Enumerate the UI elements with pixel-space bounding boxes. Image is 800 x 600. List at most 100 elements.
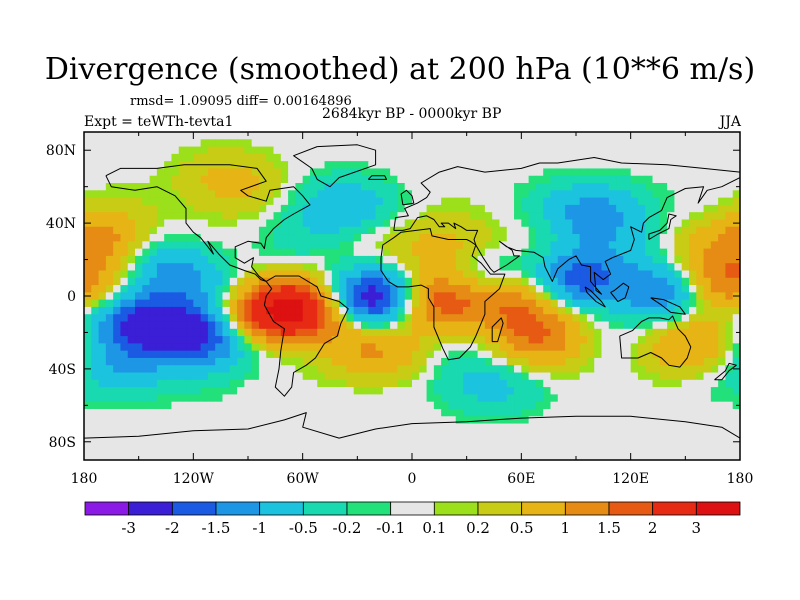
field-cell <box>637 328 646 337</box>
field-cell <box>696 277 705 286</box>
field-cell <box>535 379 544 388</box>
field-cell <box>142 226 151 235</box>
field-cell <box>215 394 224 403</box>
field-cell <box>105 248 114 257</box>
field-cell <box>309 438 318 447</box>
field-cell <box>550 401 559 410</box>
field-cell <box>688 146 697 155</box>
field-cell <box>302 423 311 432</box>
field-cell <box>237 292 245 301</box>
field-cell <box>710 372 719 381</box>
field-cell <box>237 438 245 447</box>
field-cell <box>309 270 318 279</box>
field-cell <box>645 423 654 432</box>
field-cell <box>280 270 289 279</box>
field-cell <box>659 430 668 439</box>
field-cell <box>565 146 573 155</box>
field-cell <box>91 270 100 279</box>
field-cell <box>193 168 202 177</box>
field-cell <box>448 139 457 148</box>
field-cell <box>521 299 530 308</box>
field-cell <box>222 408 231 417</box>
field-cell <box>441 277 450 286</box>
field-cell <box>222 263 231 272</box>
field-cell <box>696 336 705 344</box>
field-cell <box>441 314 450 323</box>
field-cell <box>732 248 740 257</box>
field-cell <box>360 234 369 242</box>
field-cell <box>331 139 340 148</box>
field-cell <box>463 263 471 272</box>
field-cell <box>331 270 340 279</box>
field-cell <box>470 168 479 177</box>
field-cell <box>637 321 646 330</box>
field-cell <box>222 234 231 242</box>
field-cell <box>382 387 391 395</box>
field-cell <box>295 343 304 352</box>
field-cell <box>368 277 377 286</box>
field-cell <box>732 306 740 315</box>
field-cell <box>91 226 100 235</box>
field-cell <box>84 168 92 177</box>
field-cell <box>360 190 369 199</box>
field-cell <box>623 408 632 417</box>
field-cell <box>251 212 260 221</box>
field-cell <box>674 168 683 177</box>
field-cell <box>178 372 187 381</box>
field-cell <box>142 270 151 279</box>
field-cell <box>433 350 442 359</box>
field-cell <box>659 255 668 264</box>
field-cell <box>616 321 624 330</box>
field-cell <box>251 401 260 410</box>
field-cell <box>360 401 369 410</box>
field-cell <box>514 321 522 330</box>
field-cell <box>586 350 595 359</box>
field-cell <box>353 226 362 235</box>
field-cell <box>331 452 340 460</box>
field-cell <box>550 285 559 293</box>
field-cell <box>266 299 275 308</box>
field-cell <box>171 350 180 359</box>
field-cell <box>266 204 275 213</box>
field-cell <box>164 321 173 330</box>
field-cell <box>120 270 129 279</box>
field-cell <box>645 168 654 177</box>
field-cell <box>302 277 311 286</box>
field-cell <box>215 314 224 323</box>
field-cell <box>186 183 194 191</box>
field-cell <box>215 387 224 395</box>
field-cell <box>120 219 129 228</box>
field-cell <box>601 343 610 352</box>
field-cell <box>149 219 158 228</box>
field-cell <box>630 292 639 301</box>
field-cell <box>667 255 675 264</box>
field-cell <box>535 387 544 395</box>
field-cell <box>703 328 712 337</box>
field-cell <box>688 219 697 228</box>
field-cell <box>521 153 530 162</box>
field-cell <box>470 255 479 264</box>
field-cell <box>353 314 362 323</box>
field-cell <box>637 132 646 140</box>
field-cell <box>710 183 719 191</box>
field-cell <box>419 139 428 148</box>
field-cell <box>630 343 639 352</box>
field-cell <box>470 430 479 439</box>
field-cell <box>207 416 216 425</box>
field-cell <box>667 204 675 213</box>
field-cell <box>390 445 399 454</box>
field-cell <box>397 219 406 228</box>
field-cell <box>659 234 668 242</box>
field-cell <box>98 299 107 308</box>
field-cell <box>557 328 566 337</box>
field-cell <box>616 350 624 359</box>
field-cell <box>142 299 151 308</box>
field-cell <box>295 255 304 264</box>
field-cell <box>506 204 515 213</box>
field-cell <box>579 234 588 242</box>
field-cell <box>601 197 610 206</box>
field-cell <box>630 306 639 315</box>
field-cell <box>331 132 340 140</box>
field-cell <box>732 423 740 432</box>
field-cell <box>470 387 479 395</box>
